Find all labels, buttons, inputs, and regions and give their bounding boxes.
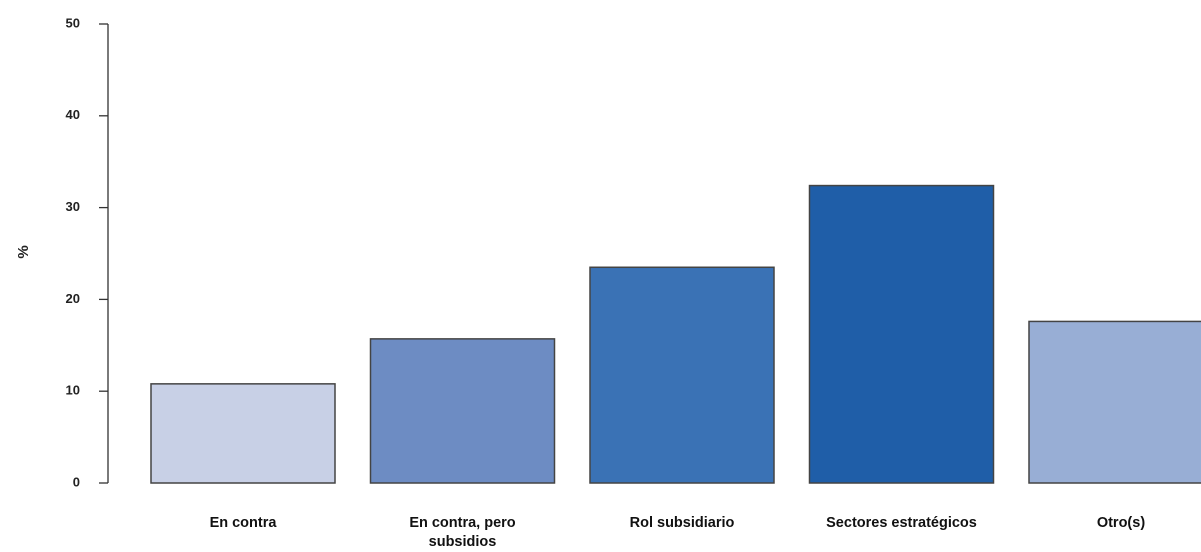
x-category-label: En contra [210, 515, 278, 531]
x-category-label: subsidios [429, 534, 497, 550]
y-axis-title: % [15, 245, 32, 258]
y-tick-label: 30 [66, 199, 80, 214]
y-tick-label: 20 [66, 291, 80, 306]
bar [369, 338, 556, 484]
bar [150, 383, 336, 484]
x-axis-labels: En contra En contra, pero subsidios Rol sub… [210, 515, 1146, 550]
y-tick-label: 0 [73, 474, 80, 489]
x-category-label: En contra, pero [409, 515, 515, 531]
y-tick-label: 50 [66, 15, 80, 30]
x-category-label: Sectores estratégicos [826, 515, 977, 531]
y-axis: 0 10 20 30 40 50 [66, 15, 109, 489]
bars [150, 184, 1201, 484]
y-tick-label: 40 [66, 107, 80, 122]
bar [1028, 320, 1201, 484]
x-category-label: Otro(s) [1097, 515, 1146, 531]
bar [589, 266, 775, 484]
y-tick-label: 10 [66, 383, 80, 398]
bar [808, 184, 995, 484]
x-category-label: Rol subsidiario [630, 515, 735, 531]
